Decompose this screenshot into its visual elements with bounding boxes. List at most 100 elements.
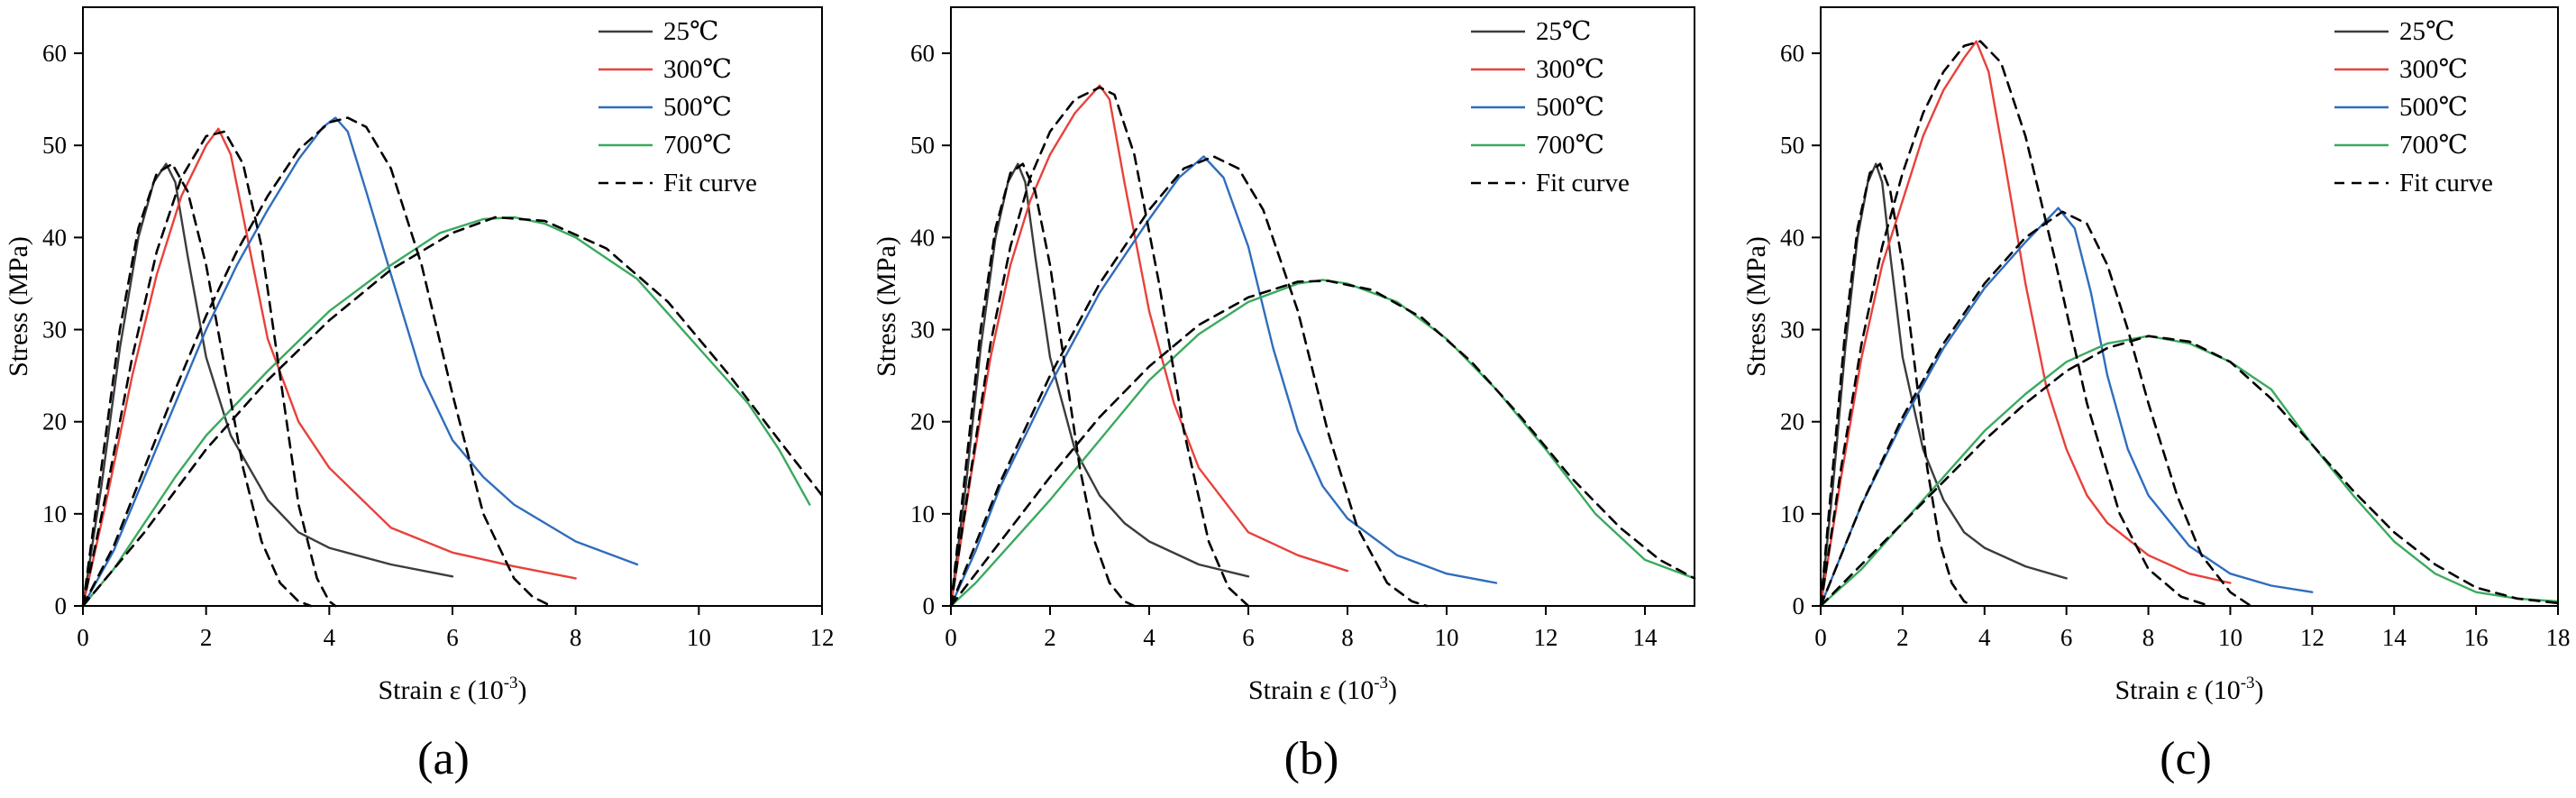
x-tick-label: 10: [1435, 624, 1459, 651]
x-tick-label: 2: [200, 624, 213, 651]
y-axis-label: Stress (MPa): [872, 236, 901, 377]
fit-curve-line-5: [949, 86, 1250, 608]
legend: 25℃ 300℃ 500℃ 700℃ Fit curve: [598, 17, 757, 197]
series-line-1: [81, 127, 577, 608]
x-tick-label: 2: [1044, 624, 1056, 651]
legend-label: 500℃: [663, 93, 732, 122]
series-line-1: [1819, 40, 2232, 608]
fit-curve-line-4: [1819, 162, 1974, 608]
x-tick-label: 14: [2382, 624, 2407, 651]
fit-curve-line-6: [1819, 210, 2252, 608]
y-tick-label: 50: [42, 132, 67, 159]
legend-label: 700℃: [1536, 131, 1604, 160]
x-tick-label: 12: [2300, 624, 2325, 651]
series-line-3: [81, 216, 811, 608]
y-tick-label: 60: [1780, 40, 1804, 67]
legend-label: 700℃: [2399, 131, 2468, 160]
series-line-0: [81, 162, 454, 608]
panel-c: 0 2 4 6 8 10 12 14 16 18 0 10 20 30 40 50 60 Strain ε (10…: [1741, 6, 2571, 784]
x-tick-label: 12: [1534, 624, 1558, 651]
plot-frame: [1820, 6, 2559, 607]
x-tick-label: 0: [1814, 624, 1827, 651]
legend-label: 700℃: [663, 131, 732, 160]
x-tick-label: 10: [687, 624, 711, 651]
plot-area: [1819, 40, 2560, 608]
y-tick-label: 40: [1780, 224, 1804, 251]
y-tick-label: 20: [42, 408, 67, 436]
series-line-3: [949, 279, 1696, 608]
fit-curve-line-4: [81, 162, 313, 608]
y-tick-label: 0: [923, 592, 936, 619]
legend-label: 500℃: [2399, 93, 2468, 122]
fit-curve-line-5: [81, 130, 337, 608]
x-axis-label: Strain ε (10-3): [2115, 674, 2263, 705]
legend: 25℃ 300℃ 500℃ 700℃ Fit curve: [2334, 17, 2493, 197]
y-tick-label: 0: [55, 592, 68, 619]
legend-label: Fit curve: [663, 169, 757, 197]
y-tick-label: 20: [1780, 408, 1804, 436]
y-tick-label: 60: [42, 40, 67, 67]
x-tick-label: 18: [2546, 624, 2571, 651]
x-axis-label: Strain ε (10-3): [1248, 674, 1397, 705]
y-tick-label: 30: [42, 316, 67, 344]
legend: 25℃ 300℃ 500℃ 700℃ Fit curve: [1471, 17, 1630, 197]
legend-label: Fit curve: [1536, 169, 1630, 197]
y-tick-label: 0: [1793, 592, 1805, 619]
fit-curve-line-4: [949, 162, 1136, 608]
panel-label: (a): [417, 733, 470, 784]
y-tick-label: 10: [1780, 500, 1804, 527]
y-tick-label: 40: [910, 224, 935, 251]
x-tick-label: 12: [810, 624, 835, 651]
fit-curve-line-7: [81, 216, 824, 608]
series-line-2: [81, 116, 639, 608]
y-tick-label: 20: [910, 408, 935, 436]
x-tick-label: 8: [1341, 624, 1354, 651]
x-tick-label: 4: [1143, 624, 1156, 651]
series-line-1: [949, 84, 1349, 608]
legend-label: 500℃: [1536, 93, 1604, 122]
y-tick-label: 10: [910, 500, 935, 527]
plot-area: [81, 116, 824, 608]
legend-label: 25℃: [663, 17, 718, 46]
x-tick-label: 4: [1978, 624, 1991, 651]
legend-label: 25℃: [1536, 17, 1591, 46]
y-tick-label: 30: [910, 316, 935, 344]
x-tick-label: 0: [77, 624, 89, 651]
panel-label: (c): [2160, 733, 2212, 784]
y-tick-label: 10: [42, 500, 67, 527]
y-tick-label: 50: [1780, 132, 1804, 159]
x-tick-label: 8: [570, 624, 582, 651]
y-axis-label: Stress (MPa): [1741, 236, 1771, 377]
legend-label: 300℃: [2399, 55, 2468, 84]
x-tick-label: 10: [2218, 624, 2243, 651]
series-line-2: [1819, 206, 2314, 608]
panel-b: 0 2 4 6 8 10 12 14 0 10 20 30 40 50 60 Strain ε (10-3) S…: [872, 6, 1696, 784]
x-tick-label: 6: [2060, 624, 2073, 651]
fit-curve-line-5: [1819, 40, 2211, 608]
legend-label: 300℃: [1536, 55, 1604, 84]
legend-label: Fit curve: [2399, 169, 2493, 197]
legend-label: 300℃: [663, 55, 732, 84]
panel-label: (b): [1284, 733, 1339, 784]
y-tick-label: 30: [1780, 316, 1804, 344]
y-tick-label: 50: [910, 132, 935, 159]
plot-frame: [950, 6, 1695, 607]
y-tick-label: 60: [910, 40, 935, 67]
series-line-2: [949, 155, 1498, 608]
series-line-0: [949, 162, 1250, 608]
y-tick-label: 40: [42, 224, 67, 251]
series-line-0: [1819, 162, 2068, 608]
fit-curve-line-7: [1819, 335, 2560, 608]
y-axis-label: Stress (MPa): [4, 236, 33, 377]
legend-label: 25℃: [2399, 17, 2454, 46]
fit-curve-line-6: [949, 155, 1429, 608]
x-tick-label: 6: [446, 624, 459, 651]
x-axis-label: Strain ε (10-3): [378, 674, 526, 705]
fit-curve-line-6: [81, 116, 553, 608]
x-tick-label: 0: [945, 624, 957, 651]
plot-area: [949, 84, 1696, 608]
x-tick-label: 14: [1633, 624, 1658, 651]
panel-a: 0 2 4 6 8 10 12 0 10 20 30 40 50 60 Strain ε (10-3) Str…: [4, 6, 835, 784]
x-tick-label: 16: [2464, 624, 2489, 651]
x-tick-label: 2: [1896, 624, 1909, 651]
